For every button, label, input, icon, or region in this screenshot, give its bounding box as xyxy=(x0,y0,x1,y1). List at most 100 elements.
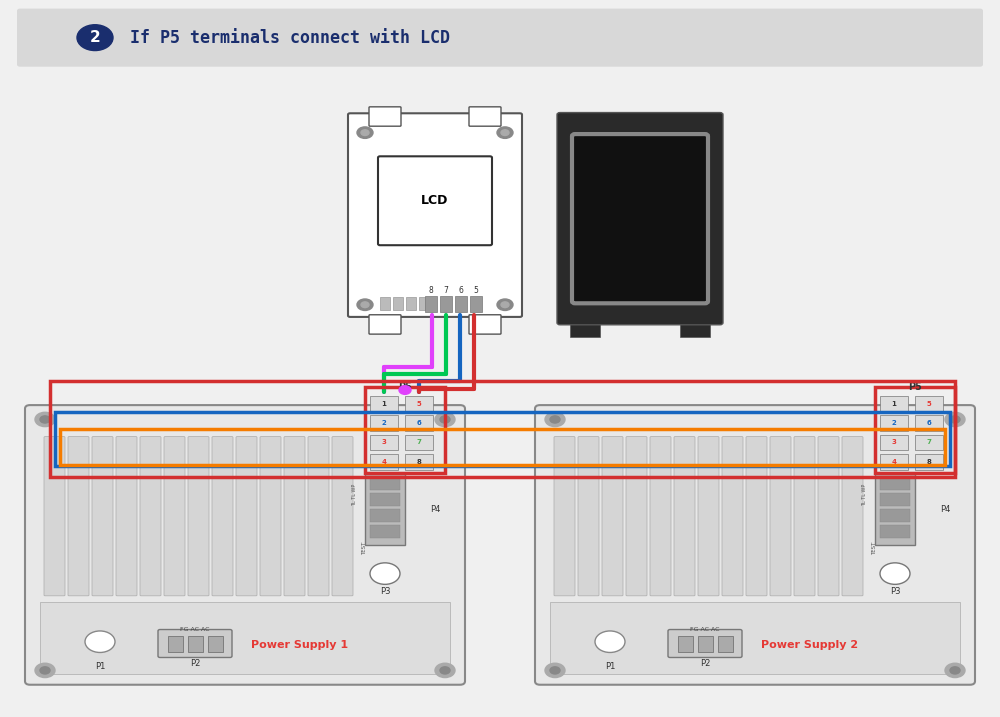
Text: LCD: LCD xyxy=(421,194,449,207)
Text: P4: P4 xyxy=(940,505,950,513)
Bar xyxy=(915,396,943,412)
FancyBboxPatch shape xyxy=(44,437,65,596)
Bar xyxy=(405,396,433,412)
Text: 2: 2 xyxy=(382,420,386,426)
Bar xyxy=(880,493,910,506)
Circle shape xyxy=(77,25,113,50)
Text: 7: 7 xyxy=(927,440,931,445)
FancyBboxPatch shape xyxy=(378,156,492,245)
Bar xyxy=(470,296,482,312)
FancyBboxPatch shape xyxy=(554,437,575,596)
Text: 5: 5 xyxy=(474,286,478,295)
Bar xyxy=(365,473,405,545)
Bar xyxy=(370,493,400,506)
Text: 2: 2 xyxy=(90,30,100,45)
Circle shape xyxy=(550,667,560,674)
Bar xyxy=(570,321,600,337)
Circle shape xyxy=(501,302,509,308)
Text: P1: P1 xyxy=(605,663,615,671)
Text: 8: 8 xyxy=(429,286,433,295)
FancyBboxPatch shape xyxy=(332,437,353,596)
Bar xyxy=(370,435,398,450)
FancyBboxPatch shape xyxy=(469,107,501,126)
Bar xyxy=(405,415,433,431)
Circle shape xyxy=(40,416,50,423)
Text: 4: 4 xyxy=(382,459,386,465)
Bar xyxy=(419,297,429,310)
Bar xyxy=(680,321,710,337)
Circle shape xyxy=(545,412,565,427)
Text: 8: 8 xyxy=(927,459,931,465)
Circle shape xyxy=(595,631,625,652)
FancyBboxPatch shape xyxy=(722,437,743,596)
Bar xyxy=(405,454,433,470)
Bar xyxy=(370,396,398,412)
Bar xyxy=(880,415,908,431)
Bar xyxy=(370,509,400,522)
Text: 6: 6 xyxy=(417,420,421,426)
Text: 5: 5 xyxy=(417,401,421,407)
Text: P5: P5 xyxy=(908,382,922,392)
FancyBboxPatch shape xyxy=(698,437,719,596)
Circle shape xyxy=(945,412,965,427)
Circle shape xyxy=(545,663,565,678)
Text: P1: P1 xyxy=(95,663,105,671)
Circle shape xyxy=(85,631,115,652)
Bar xyxy=(880,525,910,538)
Text: 1: 1 xyxy=(892,401,896,407)
FancyBboxPatch shape xyxy=(557,113,723,325)
FancyBboxPatch shape xyxy=(68,437,89,596)
Circle shape xyxy=(435,663,455,678)
Text: Power Supply 1: Power Supply 1 xyxy=(251,640,349,650)
FancyBboxPatch shape xyxy=(626,437,647,596)
Bar xyxy=(370,415,398,431)
Text: If P5 terminals connect with LCD: If P5 terminals connect with LCD xyxy=(130,29,450,47)
FancyBboxPatch shape xyxy=(116,437,137,596)
Circle shape xyxy=(357,299,373,310)
Circle shape xyxy=(950,416,960,423)
Bar xyxy=(393,297,403,310)
Bar xyxy=(370,525,400,538)
Bar xyxy=(880,396,908,412)
Text: 5: 5 xyxy=(927,401,931,407)
FancyBboxPatch shape xyxy=(794,437,815,596)
Text: FG AC AC: FG AC AC xyxy=(180,627,210,632)
Bar xyxy=(425,296,437,312)
Bar xyxy=(370,478,400,490)
Bar xyxy=(455,296,467,312)
FancyBboxPatch shape xyxy=(818,437,839,596)
Text: P4: P4 xyxy=(430,505,440,513)
Bar xyxy=(880,454,908,470)
Circle shape xyxy=(880,563,910,584)
Text: 2: 2 xyxy=(892,420,896,426)
Bar xyxy=(915,435,943,450)
Circle shape xyxy=(35,412,55,427)
Circle shape xyxy=(950,667,960,674)
Bar xyxy=(168,636,183,652)
Bar xyxy=(406,297,416,310)
Bar xyxy=(718,636,733,652)
Circle shape xyxy=(40,667,50,674)
FancyBboxPatch shape xyxy=(674,437,695,596)
FancyBboxPatch shape xyxy=(602,437,623,596)
FancyBboxPatch shape xyxy=(369,315,401,334)
Circle shape xyxy=(370,563,400,584)
Text: P2: P2 xyxy=(190,659,200,668)
Text: 8: 8 xyxy=(417,459,421,465)
Bar xyxy=(440,296,452,312)
Text: 1: 1 xyxy=(382,401,386,407)
Circle shape xyxy=(497,299,513,310)
Circle shape xyxy=(435,412,455,427)
Circle shape xyxy=(550,416,560,423)
Text: Power Supply 2: Power Supply 2 xyxy=(761,640,859,650)
Bar xyxy=(875,473,915,545)
Bar xyxy=(880,435,908,450)
Text: TEST: TEST xyxy=(362,542,368,555)
Circle shape xyxy=(497,127,513,138)
Bar xyxy=(188,636,203,652)
Circle shape xyxy=(440,667,450,674)
Bar xyxy=(698,636,713,652)
FancyBboxPatch shape xyxy=(535,405,975,685)
Text: 3: 3 xyxy=(382,440,386,445)
Circle shape xyxy=(35,663,55,678)
